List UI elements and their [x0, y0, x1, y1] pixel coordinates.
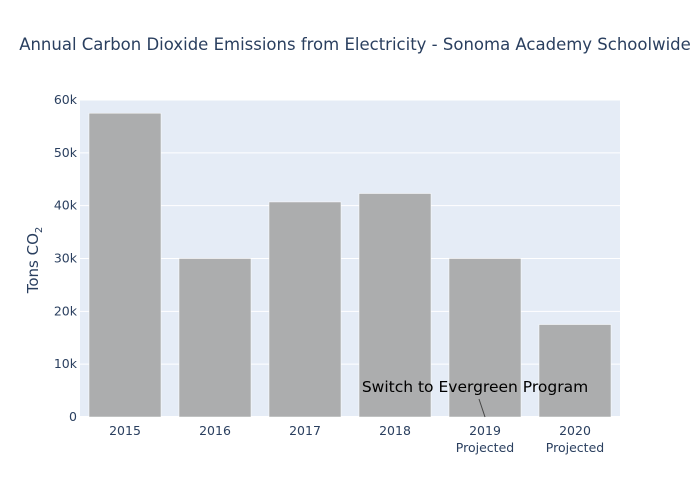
x-axis-ticks: 2015 2016 2017 2018 2019 Projected 2020 Project… [109, 423, 604, 455]
y-tick-label: 50k [54, 145, 78, 160]
x-tick-sublabel: Projected [546, 440, 604, 455]
gridlines [80, 99, 620, 418]
y-tick-label: 20k [54, 303, 78, 318]
x-tick-label: 2017 [289, 423, 321, 438]
bar [268, 201, 342, 418]
annotation-text: Switch to Evergreen Program [362, 378, 588, 396]
y-tick-label: 40k [54, 198, 78, 213]
y-axis-label: Tons CO2 [24, 227, 45, 295]
bar [358, 193, 432, 418]
y-axis-ticks: 0 10k 20k 30k 40k 50k 60k [54, 92, 78, 424]
annotation-arrow [478, 398, 486, 418]
x-tick-label: 2015 [109, 423, 141, 438]
x-tick-label: 2019 [469, 423, 501, 438]
x-tick-label: 2020 [559, 423, 591, 438]
y-tick-label: 10k [54, 356, 78, 371]
y-tick-label: 0 [69, 409, 77, 424]
y-axis-label-main: Tons CO [24, 233, 42, 294]
annotation: Switch to Evergreen Program [362, 378, 588, 418]
bar [448, 258, 522, 418]
bars [88, 112, 612, 418]
x-tick-sublabel: Projected [456, 440, 514, 455]
x-tick-label: 2016 [199, 423, 231, 438]
bar [538, 324, 612, 418]
bar [88, 112, 162, 418]
chart-title: Annual Carbon Dioxide Emissions from Ele… [19, 35, 691, 54]
y-tick-label: 60k [54, 92, 78, 107]
y-tick-label: 30k [54, 251, 78, 266]
y-axis-label-subscript: 2 [34, 227, 45, 233]
bar [178, 258, 252, 418]
x-tick-label: 2018 [379, 423, 411, 438]
